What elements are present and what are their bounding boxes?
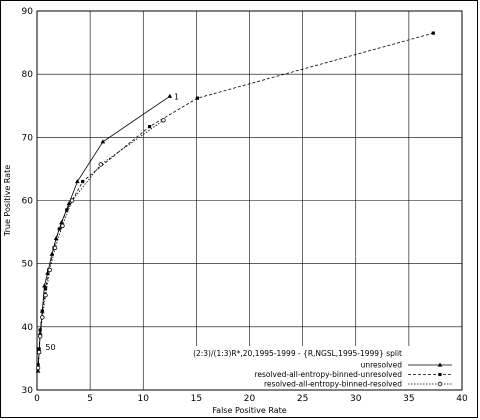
data-point [37,334,43,339]
legend-title: (2:3)/(1:3)R*,20,1995-1999 - {R,NGSL,199… [193,349,402,358]
data-point [52,245,58,251]
data-point [75,179,80,184]
data-point [81,179,85,184]
x-tick-label: 10 [138,394,150,404]
y-tick-label: 30 [22,386,34,396]
annotation-label: 1 [174,92,179,101]
data-point [35,368,41,373]
annotations: 1 50 [45,92,179,352]
x-tick-label: 15 [191,394,202,404]
data-point [69,198,75,203]
data-point [65,208,69,212]
data-point [45,270,50,275]
series-1 [36,31,435,367]
data-point [161,118,166,123]
legend-swatch-marker [437,381,443,387]
y-tick-label: 70 [22,133,34,143]
data-point [59,220,64,225]
series-group [35,31,435,373]
x-tick-label: 40 [456,394,468,404]
data-point [57,227,61,231]
x-tick-label: 5 [87,394,93,404]
x-tick-label: 0 [34,394,40,404]
data-point [49,251,55,256]
y-tick-label: 80 [22,70,34,80]
x-tick-label: 20 [244,394,256,404]
legend-swatch-marker [437,362,443,367]
legend-background [190,346,458,389]
data-point [47,267,52,273]
data-point [43,293,48,298]
axis-ticks: 0 5 10 15 20 25 30 35 40 30 40 50 60 70 80 90 [22,7,468,404]
series-line [37,119,164,368]
data-point [43,287,48,291]
legend: (2:3)/(1:3)R*,20,1995-1999 - {R,NGSL,199… [190,346,458,389]
data-point [38,328,42,332]
legend-label: resolved-all-entropy-binned-unresolved [254,370,402,379]
data-point [35,365,41,371]
series-line [37,32,434,365]
data-point [60,223,65,228]
y-tick-label: 90 [22,7,34,17]
data-point [195,96,200,100]
y-tick-label: 40 [22,323,34,333]
legend-swatch-marker [438,372,442,377]
data-point [148,124,152,129]
plot-area [36,10,463,391]
data-point [53,235,59,240]
data-point [431,31,435,35]
data-point [42,283,47,288]
legend-label: resolved-all-entropy-binned-resolved [264,380,402,389]
legend-label: unresolved [361,361,403,370]
annotation-label: 50 [45,343,55,352]
series-0 [35,93,173,373]
y-axis-label: True Positive Rate [3,165,12,237]
x-tick-label: 35 [403,394,414,404]
x-tick-label: 30 [350,394,362,404]
data-point [167,93,173,98]
data-point [66,201,72,206]
x-axis-label: False Positive Rate [212,406,286,415]
series-2 [35,118,166,371]
data-point [40,315,45,320]
data-point [36,349,42,355]
y-tick-label: 60 [22,197,34,207]
y-tick-label: 50 [22,260,34,270]
x-tick-label: 25 [297,394,308,404]
grid [37,11,462,390]
data-point [98,162,103,167]
data-point [40,309,44,313]
data-point [100,139,106,144]
